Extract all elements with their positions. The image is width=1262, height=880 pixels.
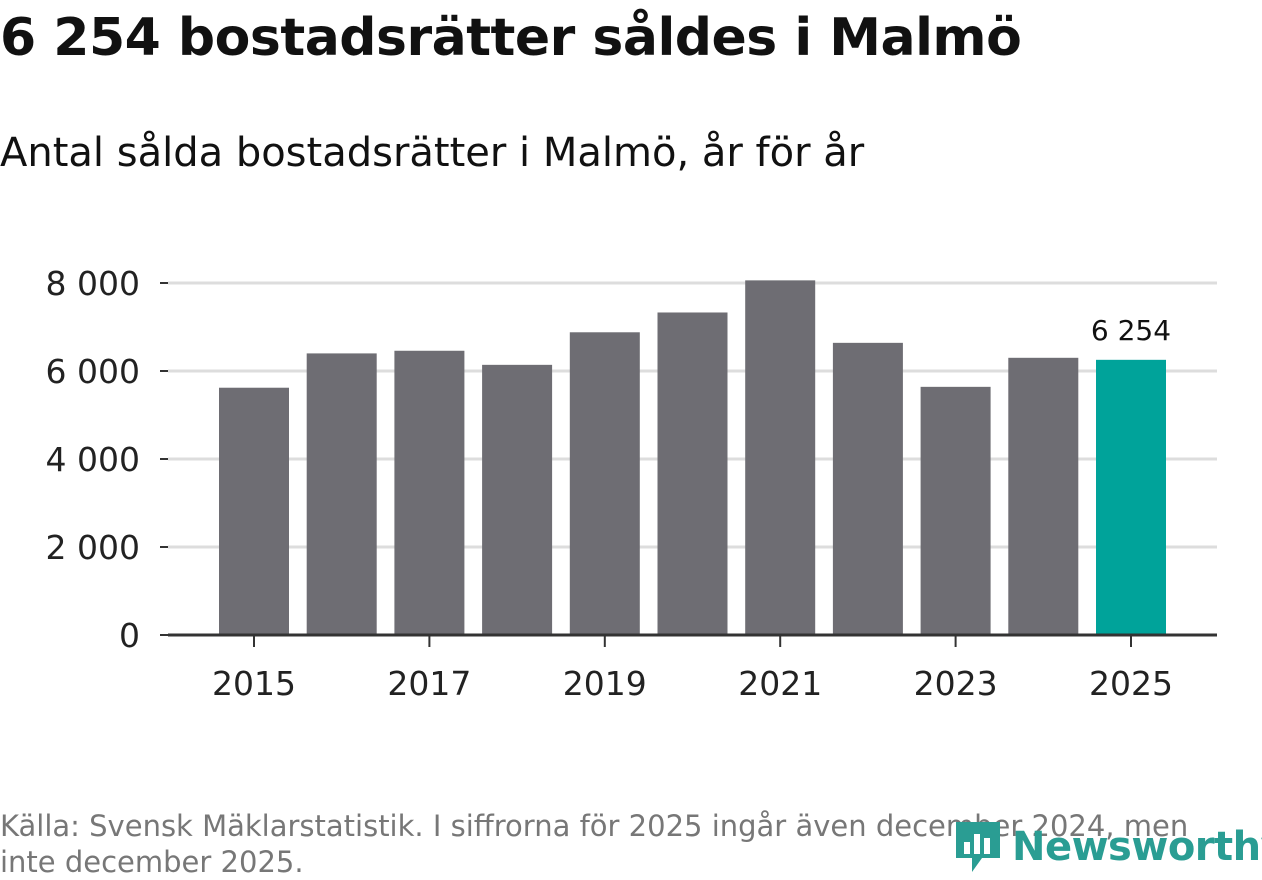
bar-2023 [920,386,991,635]
x-tick-label: 2017 [387,664,471,703]
x-tick-label: 2019 [563,664,647,703]
data-labels: 6 254 [1091,314,1171,347]
bars [219,280,1166,635]
bar-2024 [1008,357,1079,635]
newsworthy-logo-icon [956,822,1000,872]
chart-title: 6 254 bostadsrätter såldes i Malmö [0,8,1022,68]
bar-2019 [569,332,640,635]
bar-2022 [832,342,903,635]
y-tick-label: 6 000 [46,352,140,391]
bar-2015 [219,387,289,635]
y-tick-label: 4 000 [46,440,140,479]
bar-2021 [745,280,816,635]
x-tick-label: 2023 [914,664,998,703]
x-tick-label: 2025 [1089,664,1173,703]
logo-text: Newsworthy [1012,824,1262,870]
bar-2018 [482,364,553,635]
bar-2016 [306,353,377,635]
y-tick-label: 0 [119,616,140,655]
axes: 0 2 000 4 000 6 000 8 000 2015 2017 2019 2021 202… [46,264,1217,703]
chart-subtitle: Antal sålda bostadsrätter i Malmö, år fö… [0,130,865,176]
bar-2020 [657,312,728,635]
x-tick-label: 2015 [212,664,296,703]
bar-2017 [394,350,465,635]
newsworthy-logo: Newsworthy [952,817,1262,877]
bar-2025 [1096,359,1166,635]
y-tick-label: 2 000 [46,528,140,567]
data-label-2025: 6 254 [1091,314,1171,347]
y-tick-label: 8 000 [46,264,140,303]
x-tick-label: 2021 [738,664,822,703]
